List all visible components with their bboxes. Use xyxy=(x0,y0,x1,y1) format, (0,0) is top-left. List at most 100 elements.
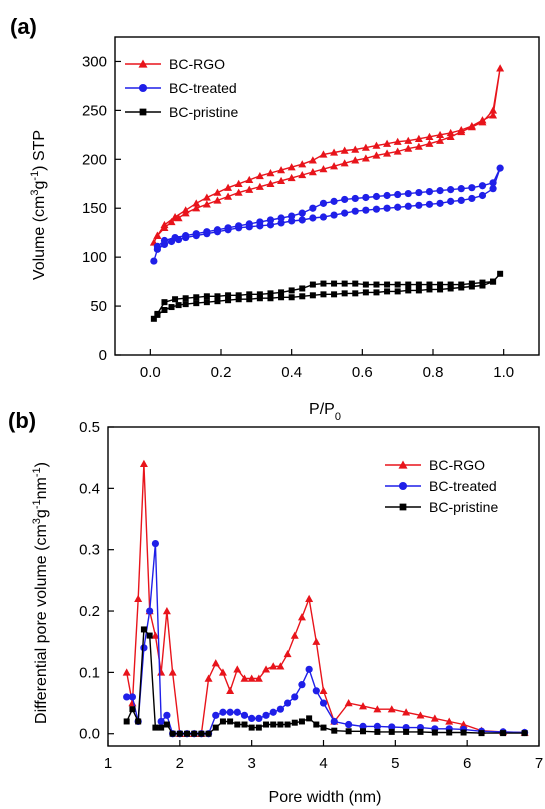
data-point xyxy=(225,292,232,299)
data-point xyxy=(468,194,476,203)
data-point xyxy=(203,299,210,306)
x-tick-label: 0.0 xyxy=(140,364,161,381)
x-tick-label: 1.0 xyxy=(493,364,514,381)
data-point xyxy=(457,185,465,193)
data-point xyxy=(383,204,391,212)
data-point xyxy=(330,197,338,205)
legend-label: BC-treated xyxy=(429,478,497,494)
legend-marker xyxy=(138,59,148,68)
data-point xyxy=(496,64,505,72)
y-tick-label: 0.3 xyxy=(79,542,100,559)
data-point xyxy=(283,649,292,658)
data-point xyxy=(458,281,465,288)
data-point xyxy=(204,674,213,682)
data-point xyxy=(330,211,338,219)
data-point xyxy=(362,206,370,214)
data-point xyxy=(478,182,487,190)
data-point xyxy=(276,662,285,670)
data-point xyxy=(340,146,349,154)
data-point xyxy=(235,296,242,303)
data-point xyxy=(167,217,176,226)
data-point xyxy=(255,724,262,731)
data-point xyxy=(361,154,370,162)
data-point xyxy=(446,132,455,141)
x-tick-label: 5 xyxy=(391,755,399,772)
data-point xyxy=(445,717,454,725)
data-point xyxy=(457,125,466,134)
data-point xyxy=(213,188,222,196)
legend-label: BC-treated xyxy=(169,80,237,96)
data-point xyxy=(256,218,264,226)
data-point xyxy=(457,196,465,205)
data-point xyxy=(192,230,200,238)
data-point xyxy=(154,310,161,317)
series-bc-rgo xyxy=(149,64,505,246)
x-tick-label: 0.8 xyxy=(423,364,444,381)
data-point xyxy=(341,290,348,297)
data-point xyxy=(430,714,439,722)
data-point xyxy=(306,715,313,722)
data-point xyxy=(152,724,159,731)
data-point xyxy=(226,708,234,716)
data-point xyxy=(277,214,285,222)
data-point xyxy=(404,144,413,152)
data-point xyxy=(404,136,413,144)
data-point xyxy=(297,613,306,621)
legend-label: BC-pristine xyxy=(169,104,238,120)
data-point xyxy=(305,665,313,673)
data-point xyxy=(214,298,221,305)
data-point xyxy=(212,724,219,731)
data-point xyxy=(404,202,412,210)
data-point xyxy=(320,280,327,287)
data-point xyxy=(157,668,166,676)
data-point xyxy=(234,188,243,196)
data-point xyxy=(175,302,182,309)
data-point xyxy=(478,191,487,200)
data-point xyxy=(394,281,401,288)
data-point xyxy=(403,728,410,735)
data-point xyxy=(245,185,254,193)
data-point xyxy=(388,728,395,735)
legend-label: BC-RGO xyxy=(429,457,485,473)
data-point xyxy=(298,160,307,168)
data-point xyxy=(489,179,497,187)
data-point xyxy=(129,706,136,713)
data-point xyxy=(140,626,147,633)
data-point xyxy=(431,729,438,736)
data-point xyxy=(393,147,402,155)
data-point xyxy=(128,693,137,701)
data-point xyxy=(341,280,348,287)
data-point xyxy=(447,285,454,292)
data-point xyxy=(373,705,382,713)
data-point xyxy=(345,728,352,735)
data-point xyxy=(266,169,275,177)
data-point xyxy=(233,708,241,716)
data-point xyxy=(151,539,160,548)
data-point xyxy=(460,729,467,736)
y-tick-label: 0.0 xyxy=(79,726,100,743)
panel-a-plot-area: 0.0 0.2 0.4 0.6 0.8 1.0 0 50 100 150 200 250 300 BC-R… xyxy=(82,36,540,381)
legend-marker xyxy=(399,503,407,511)
legend-label: BC-RGO xyxy=(169,56,225,72)
data-point xyxy=(425,139,434,147)
data-point xyxy=(319,199,328,207)
data-point xyxy=(255,171,264,180)
data-point xyxy=(146,607,154,615)
legend-marker xyxy=(398,460,408,469)
data-point xyxy=(290,631,299,639)
data-point xyxy=(168,668,177,676)
data-point xyxy=(373,722,381,730)
data-point xyxy=(340,159,349,167)
data-point xyxy=(262,665,271,673)
data-point xyxy=(198,730,205,737)
data-point xyxy=(298,718,305,725)
data-point xyxy=(288,212,296,220)
panel-a-label: (a) xyxy=(10,14,37,39)
data-point xyxy=(402,708,411,716)
data-point xyxy=(213,196,222,204)
x-tick-label: 2 xyxy=(176,755,184,772)
data-point xyxy=(489,185,497,193)
series-line xyxy=(153,167,501,262)
data-point xyxy=(330,148,339,156)
